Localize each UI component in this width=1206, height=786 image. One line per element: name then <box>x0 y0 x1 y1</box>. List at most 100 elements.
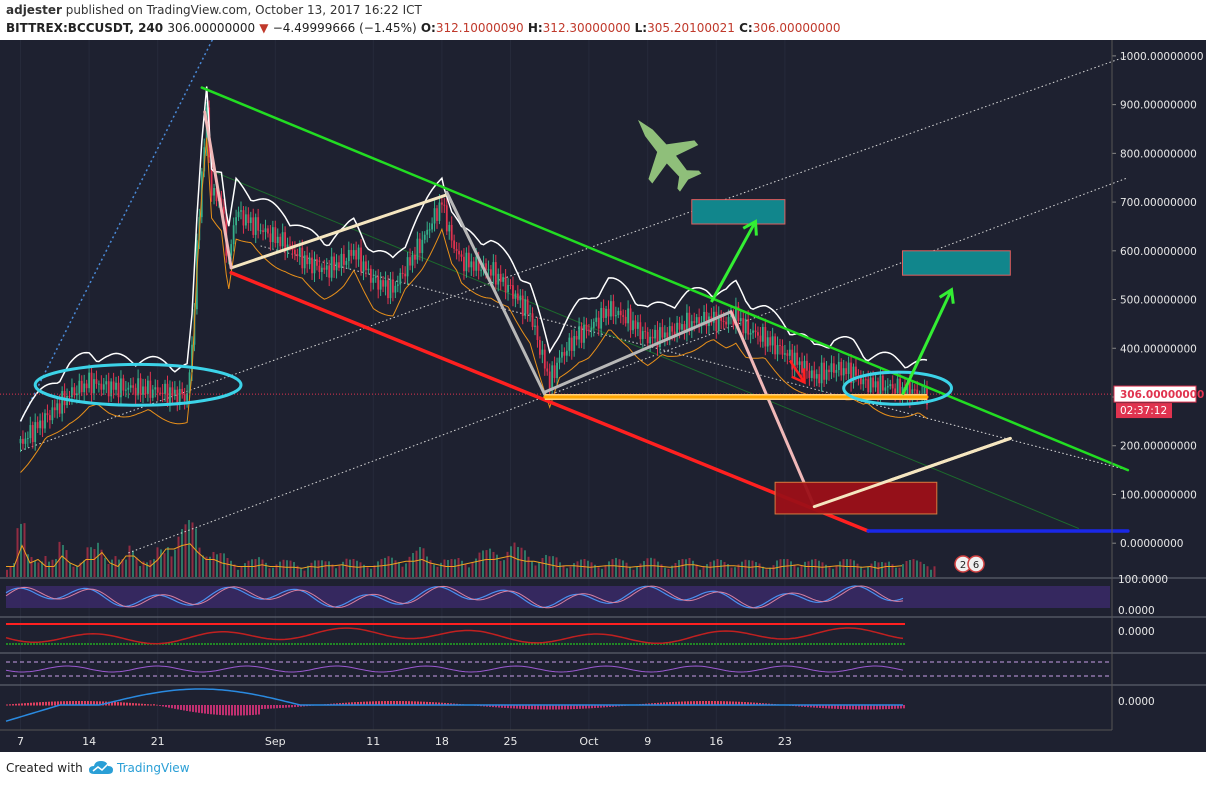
candle-body <box>144 386 147 395</box>
candle-body <box>668 326 671 340</box>
jet-icon <box>638 119 702 192</box>
volume-bar <box>720 559 722 577</box>
volume-bar <box>429 560 432 577</box>
macd-bar <box>345 702 347 706</box>
volume-bar <box>37 562 40 577</box>
macd-bar <box>12 704 14 706</box>
candle-body <box>95 379 98 384</box>
volume-bar <box>520 547 523 577</box>
x-tick-label: 9 <box>644 735 651 748</box>
green-trendline[interactable] <box>200 86 1130 472</box>
macd-bar <box>441 702 443 706</box>
macd-bar <box>267 705 269 709</box>
candle-body <box>124 389 127 391</box>
macd-bar <box>234 705 236 716</box>
macd-bar <box>609 705 611 708</box>
y-tick-label: 700.00000000 <box>1120 197 1197 209</box>
candle-body <box>641 331 644 340</box>
macd-bar <box>252 705 254 715</box>
gray-rise-line[interactable] <box>543 310 733 394</box>
candle-body <box>149 380 152 398</box>
volume-bar <box>181 529 183 577</box>
macd-bar <box>492 705 494 708</box>
candle-body <box>575 336 578 340</box>
time-axis[interactable]: 7 14 21 Sep 11 18 25 Oct 9 16 23 <box>0 729 1206 752</box>
candle-body <box>499 273 502 282</box>
candle-body <box>889 384 892 387</box>
macd-bar <box>414 701 416 706</box>
stop-box[interactable] <box>774 481 938 515</box>
pink-first-drop-line[interactable] <box>203 110 233 270</box>
macd-bar <box>660 702 662 706</box>
volume-bar <box>118 559 120 577</box>
macd-bar <box>837 705 839 709</box>
author-name[interactable]: adjester <box>6 3 62 17</box>
volume-bar <box>338 565 341 577</box>
candle-body <box>93 379 95 394</box>
cream-projection-line[interactable] <box>812 436 1012 509</box>
volume-bar <box>730 567 733 577</box>
red-trendline[interactable] <box>229 270 870 533</box>
macd-bar <box>846 705 848 710</box>
candle-body <box>676 322 678 336</box>
macd-bar <box>219 705 221 715</box>
volume-bar <box>307 565 309 577</box>
candle-body <box>595 317 598 322</box>
macd-bar <box>687 701 689 706</box>
volume-bar <box>590 562 593 577</box>
macd-bar <box>882 705 884 710</box>
volume-bar <box>254 559 257 577</box>
volume-bar <box>282 559 285 577</box>
macd-bar <box>435 702 437 706</box>
red-arrow[interactable] <box>788 359 806 385</box>
highlight-ellipse[interactable] <box>33 362 243 407</box>
stoch-band <box>6 586 1110 608</box>
volume-bar <box>853 560 855 577</box>
macd-bar <box>285 705 287 708</box>
volume-bar <box>727 564 729 577</box>
price-axis[interactable]: 1000.00000000 900.00000000 800.00000000 700… <box>1111 40 1204 730</box>
candle-body <box>786 353 789 356</box>
cream-rise-line[interactable] <box>229 193 449 270</box>
volume-bar <box>139 566 141 577</box>
macd-bar <box>291 705 293 708</box>
volume-bar <box>604 565 607 577</box>
volume-bar <box>62 545 64 577</box>
candle-body <box>98 383 100 385</box>
candle-body <box>725 321 727 325</box>
candle-body <box>377 276 380 290</box>
green-arrow[interactable] <box>901 287 955 396</box>
macd-bar <box>498 705 500 708</box>
event-badge[interactable] <box>967 555 985 573</box>
gray-drop-line[interactable] <box>445 190 547 397</box>
volume-bar <box>513 542 516 577</box>
volume-bar <box>597 567 600 577</box>
tradingview-brand[interactable]: TradingView <box>117 761 190 775</box>
volume-bar <box>223 553 225 577</box>
green-arrow[interactable] <box>710 219 758 303</box>
macd-bar <box>162 705 164 707</box>
volume-bar <box>296 565 299 577</box>
target-box[interactable] <box>691 199 786 225</box>
candle-body <box>472 261 475 271</box>
volume-bar <box>27 554 29 577</box>
symbol-label[interactable]: BITTREX:BCCUSDT, 240 <box>6 21 164 35</box>
pink-drop-line[interactable] <box>729 310 816 509</box>
macd-bar <box>696 701 698 706</box>
close-value: 306.00000000 <box>752 21 841 35</box>
macd-bar <box>411 701 413 706</box>
volume-bar <box>13 563 15 577</box>
macd-bar <box>531 705 533 710</box>
macd-bar <box>558 705 560 710</box>
volume-bar <box>653 558 656 577</box>
macd-bar <box>855 705 857 710</box>
macd-bar <box>693 701 695 706</box>
candle-body <box>156 387 159 393</box>
highlight-ellipse[interactable] <box>842 370 953 406</box>
candle-body <box>730 314 732 318</box>
macd-bar <box>807 705 809 708</box>
target-box[interactable] <box>902 250 1011 276</box>
